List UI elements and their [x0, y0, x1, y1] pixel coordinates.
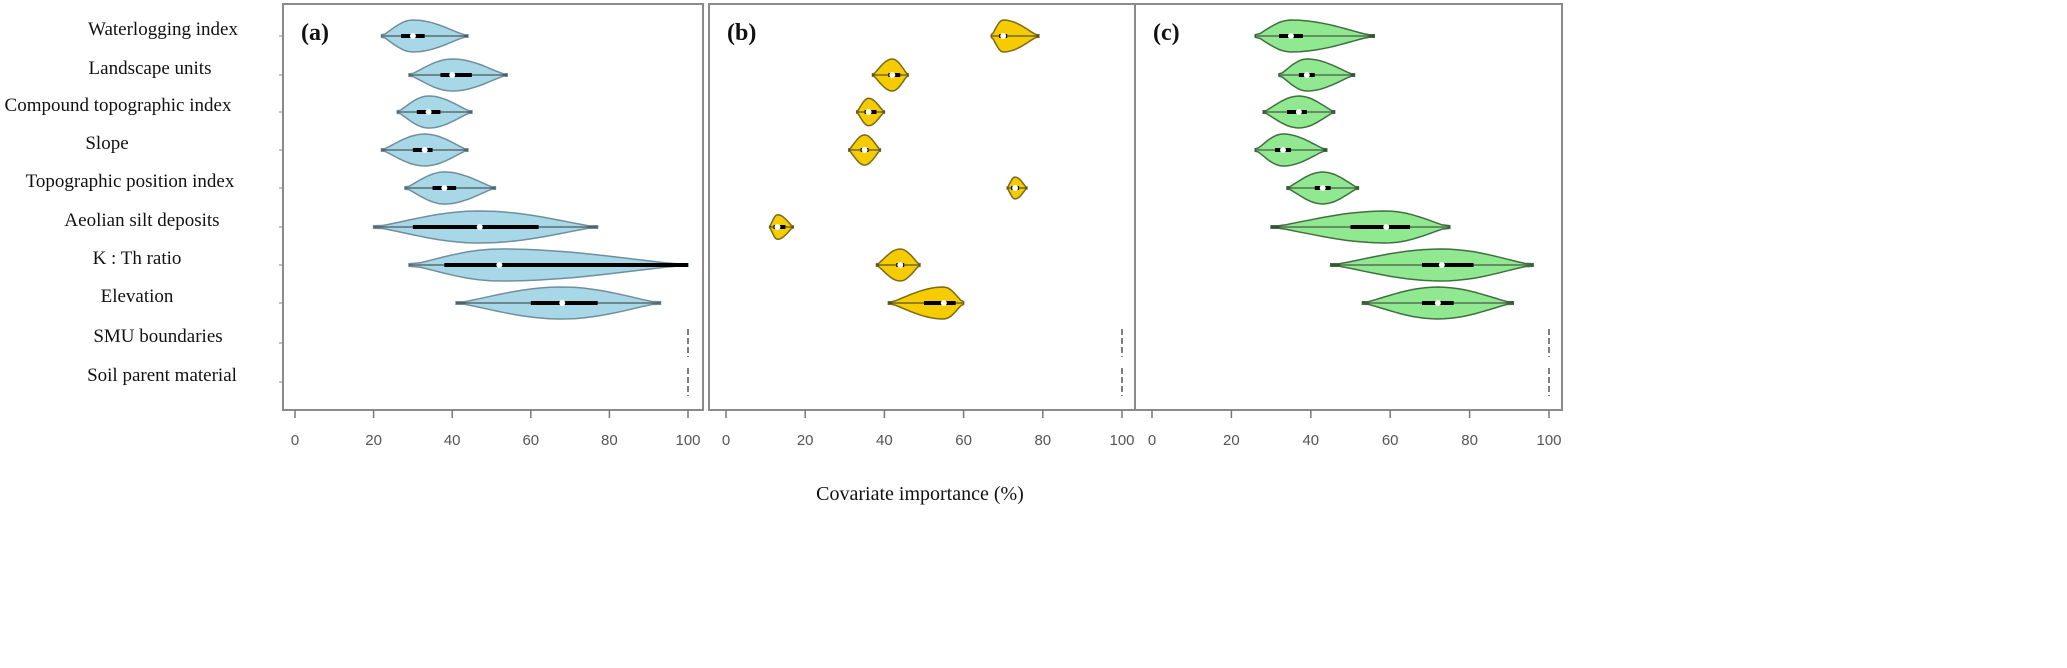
panel-label: (b) [727, 20, 756, 46]
violin [855, 97, 886, 127]
violin [455, 286, 662, 320]
y-tick-label: Aeolian silt deposits [64, 210, 219, 231]
violin [848, 134, 882, 166]
y-tick-label: Elevation [101, 286, 174, 307]
violin [408, 248, 689, 282]
x-tick-label: 80 [601, 432, 618, 449]
violin-median [1303, 72, 1310, 78]
violin [1254, 133, 1328, 167]
violin [875, 248, 921, 282]
x-tick-label: 60 [955, 432, 972, 449]
y-tick-label: SMU boundaries [93, 326, 222, 347]
y-tick-label: Waterlogging index [88, 19, 238, 40]
violin [1270, 210, 1451, 244]
violin [990, 19, 1040, 53]
x-tick-label: 60 [522, 432, 539, 449]
violin-median [1383, 224, 1390, 230]
violin [1361, 286, 1515, 320]
y-tick-label: Compound topographic index [5, 95, 232, 116]
x-tick-label: 60 [1382, 432, 1399, 449]
violin [380, 133, 469, 167]
violin [1262, 95, 1336, 129]
violin-median [1295, 109, 1302, 115]
violin-median [861, 147, 868, 153]
violin [871, 58, 909, 92]
y-tick-label: Topographic position index [26, 171, 235, 192]
panel-frame [1134, 3, 1563, 411]
x-tick-label: 0 [291, 432, 299, 449]
violin-median [940, 300, 947, 306]
violin-median [559, 300, 566, 306]
x-tick-label: 20 [1223, 432, 1240, 449]
violin-median [897, 262, 904, 268]
panel-label: (c) [1153, 20, 1180, 46]
y-tick-label: K : Th ratio [93, 248, 182, 269]
violin-median [425, 109, 432, 115]
x-tick-label: 0 [722, 432, 730, 449]
violin [887, 286, 965, 320]
panel-a: (a) 0 20 40 60 80 100 [279, 3, 704, 449]
violin-median [1434, 300, 1441, 306]
violin-median [1280, 147, 1287, 153]
violin-median [1000, 33, 1007, 39]
violin-median [865, 109, 872, 115]
violin-median [449, 72, 456, 78]
violin-median [409, 33, 416, 39]
violin-median [774, 224, 781, 230]
panels: (a) 0 20 40 60 80 100 (b) 0 20 40 60 80 100 (c) 0 20 40 60… [279, 3, 1563, 449]
violin [404, 171, 497, 205]
violin-median [441, 185, 448, 191]
y-tick-label: Slope [85, 133, 128, 154]
x-tick-label: 40 [876, 432, 893, 449]
panel-c: (c) 0 20 40 60 80 100 [1134, 3, 1563, 449]
x-tick-label: 80 [1034, 432, 1051, 449]
panel-b: (b) 0 20 40 60 80 100 [708, 3, 1136, 449]
violin [768, 213, 795, 241]
violin [1254, 19, 1376, 53]
panel-frame [282, 3, 704, 411]
violin [1286, 171, 1360, 205]
violin-median [1319, 185, 1326, 191]
violin [396, 95, 473, 129]
y-axis-labels: Waterlogging index Landscape units Compoun… [5, 19, 239, 386]
x-tick-label: 100 [675, 432, 700, 449]
panel-frame [708, 3, 1136, 411]
violin-median [421, 147, 428, 153]
y-tick-label: Soil parent material [87, 365, 237, 386]
x-tick-label: 0 [1148, 432, 1156, 449]
x-tick-label: 100 [1109, 432, 1134, 449]
violin [408, 58, 508, 92]
x-tick-label: 40 [444, 432, 461, 449]
violin-median [1012, 185, 1019, 191]
x-tick-label: 40 [1302, 432, 1319, 449]
violin [1006, 176, 1028, 200]
violin-median [1438, 262, 1445, 268]
violin-median [476, 224, 483, 230]
y-tick-label: Landscape units [89, 58, 212, 79]
x-tick-label: 20 [797, 432, 814, 449]
violin [372, 210, 599, 244]
violin-median [496, 262, 503, 268]
violin [1278, 58, 1356, 92]
panel-label: (a) [301, 20, 329, 46]
x-tick-label: 20 [365, 432, 382, 449]
violin [380, 19, 469, 53]
violin-median [1287, 33, 1294, 39]
violin-median [889, 72, 896, 78]
x-axis-title: Covariate importance (%) [816, 483, 1024, 505]
x-tick-label: 100 [1536, 432, 1561, 449]
violin [1329, 248, 1534, 282]
x-tick-label: 80 [1461, 432, 1478, 449]
